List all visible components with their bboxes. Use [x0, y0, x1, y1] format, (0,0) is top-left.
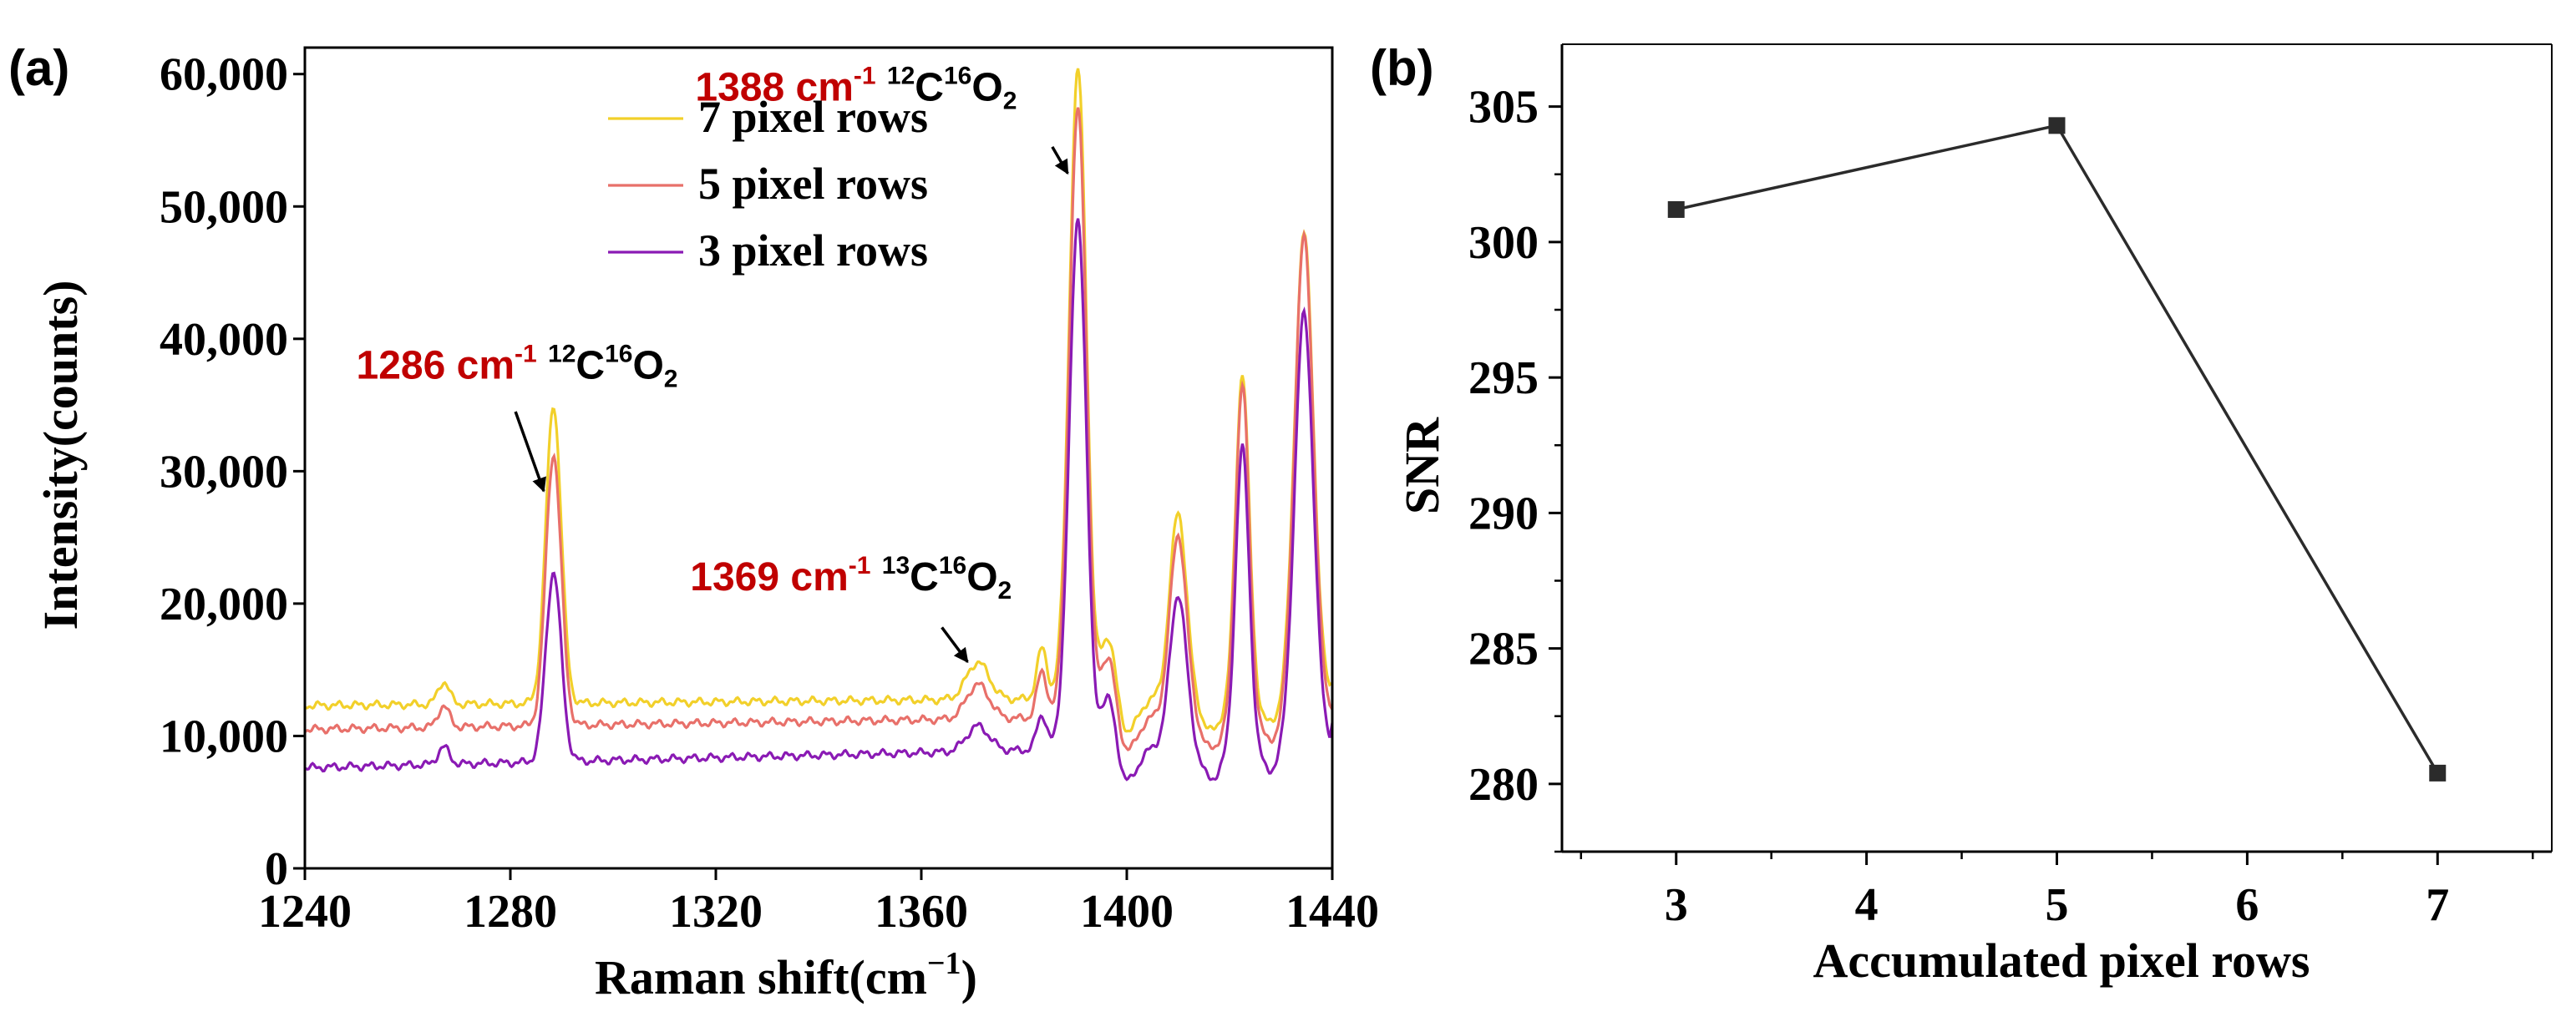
panel-b-x-tick-label: 3	[1665, 879, 1688, 931]
panel-b-x-ticks: 3 4 5 6 7	[1580, 852, 2534, 931]
panel-b-plot-area	[1560, 43, 2553, 853]
panel-b-y-tick-label: 280	[1468, 759, 1539, 811]
panel-a-x-tick-label: 1440	[1285, 886, 1379, 938]
panel-a-annotations: 1286 cm-1 12C16O2 1369 cm-1 13C16O2 1388 c…	[357, 62, 1069, 664]
panel-b-chart: 280 285 290 295 300 305 3 4 5 6 7 SNR Accumulated…	[1395, 43, 2553, 988]
panel-a-x-axis-label-sup: −1	[927, 946, 961, 981]
panel-a-x-tick-label: 1400	[1080, 886, 1174, 938]
panel-b-y-ticks: 280 285 290 295 300 305	[1468, 82, 1562, 853]
panel-b-x-tick-label: 5	[2046, 879, 2069, 931]
series-line-rows5	[303, 107, 1334, 751]
panel-a-x-tick-label: 1320	[669, 886, 763, 938]
panel-a-y-tick-label: 20,000	[160, 579, 288, 630]
snr-point	[2429, 764, 2447, 782]
panel-a-y-axis-label: Intensity(counts)	[33, 281, 88, 630]
legend-label-rows7: 7 pixel rows	[698, 92, 928, 142]
panel-b-y-tick-label: 305	[1468, 82, 1539, 134]
panel-a-y-tick-label: 0	[265, 843, 288, 895]
panel-b-y-tick-label: 285	[1468, 624, 1539, 675]
annotation-0: 1286 cm-1 12C16O2	[357, 340, 678, 392]
snr-line	[1676, 124, 2439, 774]
panel-a-x-ticks: 1240 1280 1320 1360 1400 1440	[258, 868, 1379, 938]
panel-b-x-axis-label: Accumulated pixel rows	[1813, 933, 2310, 988]
panel-a-plot-area	[303, 46, 1334, 870]
snr-point	[2048, 117, 2066, 134]
panel-a-y-tick-label: 60,000	[160, 49, 288, 101]
panel-b-x-tick-label: 4	[1855, 879, 1879, 931]
panel-b-x-tick-label: 6	[2235, 879, 2259, 931]
panel-b-y-tick-label: 295	[1468, 352, 1539, 404]
panel-a-label: (a)	[8, 40, 69, 96]
annotation-arrow-0	[514, 411, 546, 493]
panel-a-x-tick-label: 1240	[258, 886, 352, 938]
panel-a-chart: 0 10,000 20,000 30,000 40,000 50,000 60,000 12…	[33, 46, 1379, 1004]
panel-a-legend: 7 pixel rows 5 pixel rows 3 pixel rows	[608, 92, 928, 276]
panel-a-y-tick-label: 10,000	[160, 711, 288, 762]
panel-a-x-axis-label: Raman shift(cm−1)	[595, 946, 977, 1004]
annotation-2: 1388 cm-1 12C16O2	[695, 62, 1017, 114]
panel-a-y-tick-label: 30,000	[160, 446, 288, 498]
panel-a-y-ticks: 0 10,000 20,000 30,000 40,000 50,000 60,000	[160, 49, 305, 895]
panel-a-x-tick-label: 1280	[464, 886, 557, 938]
panel-b-y-axis-label: SNR	[1395, 417, 1449, 514]
series-line-rows7	[303, 68, 1333, 733]
panel-a-x-axis-label-end: )	[961, 950, 977, 1004]
snr-point	[1667, 200, 1685, 218]
panel-b-x-tick-label: 7	[2426, 879, 2449, 931]
panel-a-frame	[303, 46, 1334, 870]
panel-a-y-tick-label: 40,000	[160, 314, 288, 366]
annotation-1: 1369 cm-1 13C16O2	[690, 552, 1012, 605]
panel-a-y-tick-label: 50,000	[160, 181, 288, 233]
annotation-arrow-1	[941, 626, 969, 664]
panel-b-y-tick-label: 290	[1468, 488, 1539, 539]
annotation-arrow-2	[1051, 146, 1069, 175]
legend-label-rows3: 3 pixel rows	[698, 225, 928, 276]
panel-a-x-axis-label-main: Raman shift(cm	[595, 950, 927, 1004]
panel-b-label: (b)	[1370, 40, 1434, 96]
series-line-rows3	[304, 218, 1334, 782]
legend-label-rows5: 5 pixel rows	[698, 159, 928, 209]
panel-b-y-tick-label: 300	[1468, 217, 1539, 269]
panel-a-x-tick-label: 1360	[875, 886, 968, 938]
